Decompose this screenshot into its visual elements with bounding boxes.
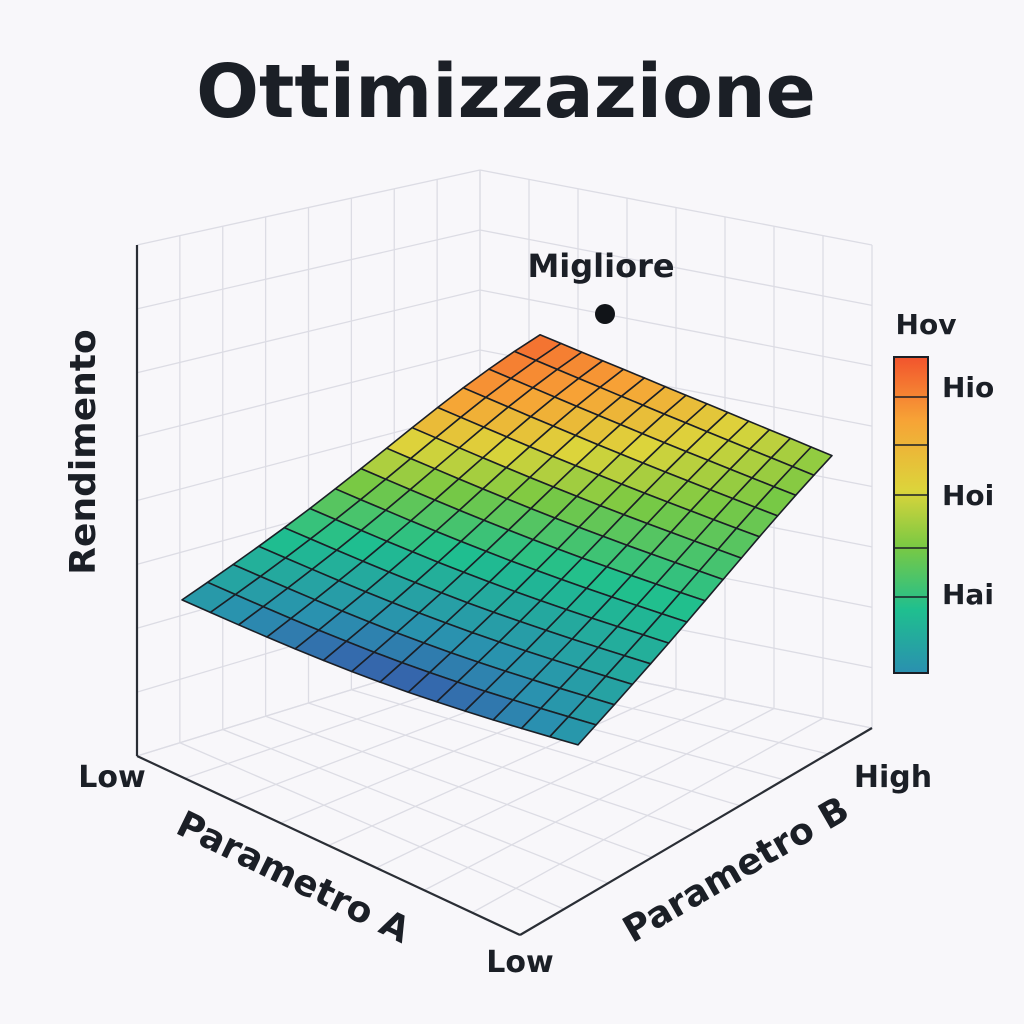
- colorbar-label-hio: Hio: [942, 371, 994, 404]
- y-tick-high: High: [854, 760, 932, 795]
- x-axis-title: Parametro A: [170, 804, 416, 952]
- colorbar: Hov Hio Hoi Hai: [893, 308, 994, 674]
- y-tick-low: Low: [486, 945, 553, 980]
- colorbar-gradient: [893, 356, 929, 674]
- colorbar-label-hoi: Hoi: [942, 479, 994, 512]
- z-axis-title: Rendimento: [63, 329, 104, 574]
- surface: [181, 333, 833, 746]
- x-tick-low: Low: [78, 760, 145, 795]
- grid: [136, 169, 873, 936]
- best-point-marker[interactable]: [595, 304, 615, 324]
- colorbar-label-hai: Hai: [942, 578, 994, 611]
- best-point-label: Migliore: [527, 247, 674, 285]
- chart-title: Ottimizzazione: [196, 49, 816, 135]
- surface-cell: [181, 581, 237, 614]
- colorbar-title: Hov: [896, 308, 957, 341]
- axis-lines: [135, 245, 873, 936]
